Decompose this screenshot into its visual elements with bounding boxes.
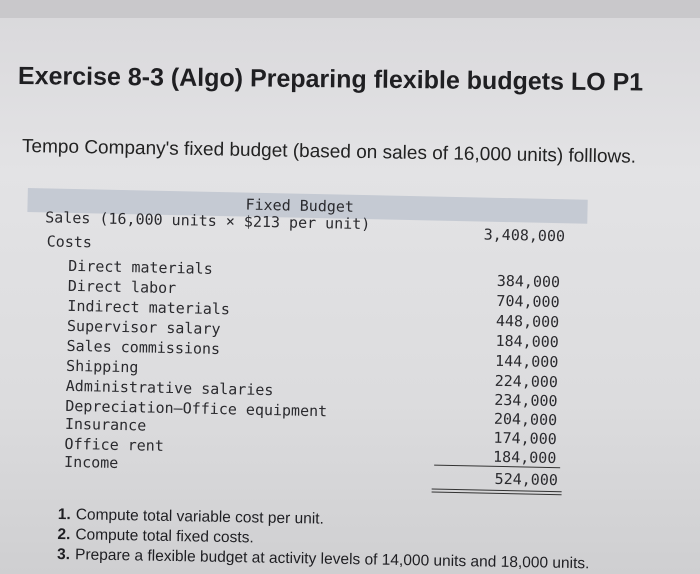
cost-label-supervisor-salary: Supervisor salary [66,316,221,339]
top-strip [0,0,700,18]
cost-amount-administrative-salaries: 234,000 [494,390,558,411]
sales-amount: 3,408,000 [483,225,566,246]
cost-label-indirect-materials: Indirect materials [67,296,231,319]
question-number: 2. [57,525,71,544]
question-text: Compute total fixed costs. [75,526,254,547]
cost-label-insurance: Insurance [64,414,147,435]
cost-amount-direct-labor: 704,000 [496,291,560,312]
cost-amount-shipping: 224,000 [494,371,559,392]
cost-amount-indirect-materials: 448,000 [495,311,560,332]
cost-amount-supervisor-salary: 184,000 [495,331,559,352]
question-list: 1. Compute total variable cost per unit. … [57,505,590,574]
cost-label-shipping: Shipping [65,356,139,377]
question-number: 1. [57,505,71,524]
fixed-budget-table: Fixed Budget Sales (16,000 units × $213 … [22,182,588,504]
cost-amount-office-rent: 184,000 [492,447,557,468]
costs-label: Costs [46,232,93,252]
cost-amount-insurance: 174,000 [493,428,557,449]
exercise-title: Exercise 8-3 (Algo) Preparing flexible b… [17,62,644,97]
intro-text: Tempo Company's fixed budget (based on s… [21,136,637,168]
cost-label-direct-labor: Direct labor [67,276,177,298]
cost-label-direct-materials: Direct materials [68,256,213,278]
question-number: 3. [56,545,71,564]
cost-amount-direct-materials: 384,000 [496,271,561,292]
cost-amount-depreciation: 204,000 [493,409,558,430]
income-amount: 524,000 [494,469,559,490]
cost-label-office-rent: Office rent [64,434,165,455]
cost-label-sales-commissions: Sales commissions [66,336,221,359]
question-text: Compute total variable cost per unit. [75,506,325,528]
income-label: Income [63,452,119,472]
cost-label-administrative-salaries: Administrative salaries [65,376,274,400]
income-double-underline-bottom [431,491,562,496]
cost-amount-sales-commissions: 144,000 [494,351,559,372]
